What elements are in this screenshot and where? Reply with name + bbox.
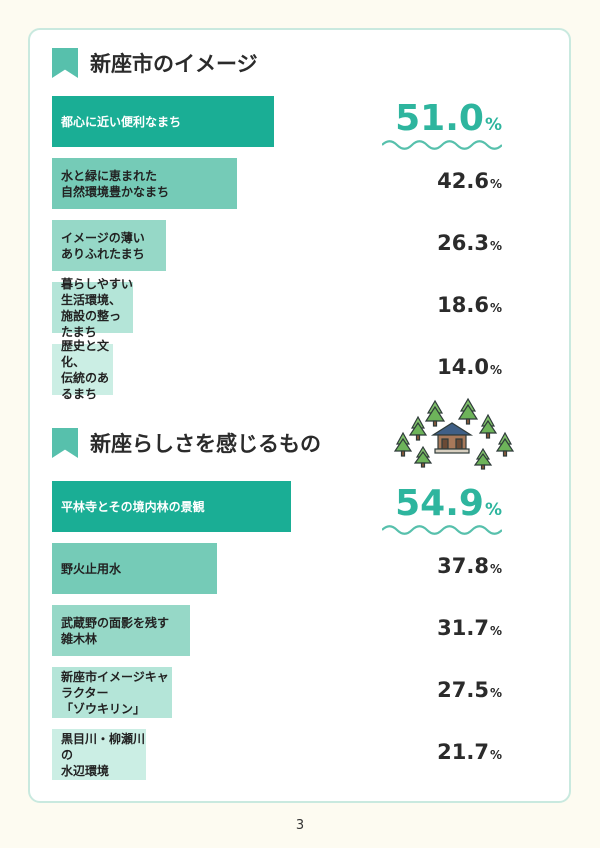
value-label: 21.7% xyxy=(437,740,502,764)
value-label: 31.7% xyxy=(437,616,502,640)
value-label: 37.8% xyxy=(437,554,502,578)
value-label: 27.5% xyxy=(437,678,502,702)
page-number: 3 xyxy=(295,818,305,833)
bookmark-flag-icon xyxy=(52,48,78,78)
bar-row: 都心に近い便利なまち 51.0% xyxy=(52,96,502,150)
bar: 新座市イメージキャラクター 「ゾウキリン」 xyxy=(52,667,172,718)
bar-label: 暮らしやすい生活環境、 施設の整ったまち xyxy=(61,276,133,339)
bar: 武蔵野の面影を残す 雑木林 xyxy=(52,605,190,656)
bar-row: イメージの薄い ありふれたまち 26.3% xyxy=(52,220,502,271)
value-unit: % xyxy=(489,177,502,191)
bar-label: 平林寺とその境内林の景観 xyxy=(61,499,205,514)
bar: 歴史と文化、 伝統のあるまち xyxy=(52,339,113,401)
value-number: 37.8 xyxy=(437,554,489,578)
value-number: 31.7 xyxy=(437,616,489,640)
value-number: 18.6 xyxy=(437,293,489,317)
value-unit: % xyxy=(489,301,502,315)
bar: 都心に近い便利なまち xyxy=(52,96,274,147)
bar-label: 黒目川・柳瀬川の 水辺環境 xyxy=(61,731,146,778)
value-unit: % xyxy=(489,239,502,253)
bar: 黒目川・柳瀬川の 水辺環境 xyxy=(52,729,146,780)
bar-label: 歴史と文化、 伝統のあるまち xyxy=(61,338,110,401)
bar: イメージの薄い ありふれたまち xyxy=(52,220,166,271)
value-unit: % xyxy=(489,748,502,762)
value-number: 54.9 xyxy=(395,483,484,524)
bar-row: 平林寺とその境内林の景観 54.9% xyxy=(52,481,502,535)
value-unit: % xyxy=(489,686,502,700)
value-number: 42.6 xyxy=(437,169,489,193)
value-label: 51.0% xyxy=(395,98,502,139)
value-number: 27.5 xyxy=(437,678,489,702)
value-label: 14.0% xyxy=(437,355,502,379)
bar: 平林寺とその境内林の景観 xyxy=(52,481,291,532)
value-number: 26.3 xyxy=(437,231,489,255)
bookmark-flag-icon xyxy=(52,428,78,458)
section-title-image: 新座市のイメージ xyxy=(52,48,258,78)
value-number: 21.7 xyxy=(437,740,489,764)
bar-row: 歴史と文化、 伝統のあるまち 14.0% xyxy=(52,339,502,401)
value-unit: % xyxy=(484,500,502,520)
bar-row: 武蔵野の面影を残す 雑木林 31.7% xyxy=(52,605,502,656)
value-unit: % xyxy=(489,562,502,576)
section-title-text: 新座市のイメージ xyxy=(90,52,258,76)
value-unit: % xyxy=(484,115,502,135)
value-label: 54.9% xyxy=(395,483,502,524)
bar: 暮らしやすい生活環境、 施設の整ったまち xyxy=(52,277,133,339)
bar-label: 都心に近い便利なまち xyxy=(61,114,182,129)
bar-label: 武蔵野の面影を残す 雑木林 xyxy=(61,615,170,646)
bar-row: 暮らしやすい生活環境、 施設の整ったまち 18.6% xyxy=(52,277,502,339)
value-label: 18.6% xyxy=(437,293,502,317)
bar-label: 野火止用水 xyxy=(61,561,122,576)
value-unit: % xyxy=(489,624,502,638)
value-label: 42.6% xyxy=(437,169,502,193)
value-label: 26.3% xyxy=(437,231,502,255)
bar: 野火止用水 xyxy=(52,543,217,594)
bar-row: 新座市イメージキャラクター 「ゾウキリン」 27.5% xyxy=(52,667,502,718)
value-number: 51.0 xyxy=(395,98,484,139)
bar-label: イメージの薄い ありふれたまち xyxy=(61,230,145,261)
section-title-identity: 新座らしさを感じるもの xyxy=(52,428,321,458)
bar-row: 野火止用水 37.8% xyxy=(52,543,502,594)
wave-underline-icon xyxy=(382,525,502,535)
bar: 水と緑に恵まれた 自然環境豊かなまち xyxy=(52,158,237,209)
bar-row: 水と緑に恵まれた 自然環境豊かなまち 42.6% xyxy=(52,158,502,209)
bar-label: 新座市イメージキャラクター 「ゾウキリン」 xyxy=(61,669,169,716)
section-title-text: 新座らしさを感じるもの xyxy=(90,432,321,456)
temple-forest-icon xyxy=(393,397,515,470)
value-unit: % xyxy=(489,363,502,377)
bar-row: 黒目川・柳瀬川の 水辺環境 21.7% xyxy=(52,729,502,780)
bar-label: 水と緑に恵まれた 自然環境豊かなまち xyxy=(61,168,170,199)
wave-underline-icon xyxy=(382,140,502,150)
value-number: 14.0 xyxy=(437,355,489,379)
